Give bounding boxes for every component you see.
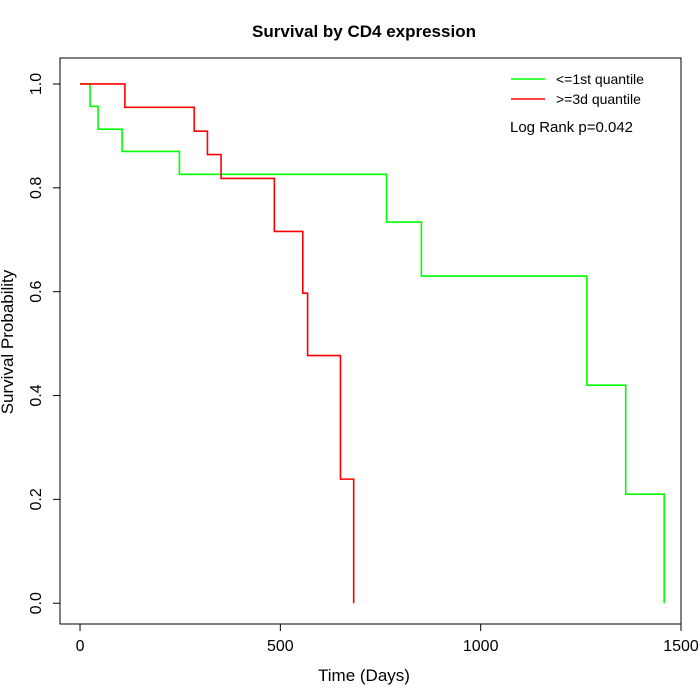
y-tick-label: 0.0 bbox=[28, 592, 45, 614]
series-line-1 bbox=[80, 83, 665, 604]
legend-entry: <=1st quantile bbox=[556, 71, 644, 87]
x-tick-label: 0 bbox=[76, 638, 85, 655]
x-axis-label: Time (Days) bbox=[318, 666, 410, 685]
x-tick-label: 500 bbox=[267, 638, 294, 655]
legend-entry: >=3d quantile bbox=[556, 91, 641, 107]
plot-frame bbox=[59, 57, 682, 625]
x-tick-label: 1000 bbox=[463, 638, 499, 655]
log-rank-annotation: Log Rank p=0.042 bbox=[510, 119, 633, 136]
y-tick-label: 0.2 bbox=[28, 488, 45, 510]
series-layer bbox=[80, 83, 665, 604]
y-axis: 0.0 0.2 0.4 0.6 0.8 1.0 bbox=[28, 73, 60, 614]
y-tick-label: 0.8 bbox=[28, 177, 45, 199]
y-axis-label: Survival Probability bbox=[0, 269, 17, 414]
y-tick-label: 0.6 bbox=[28, 280, 45, 302]
legend: <=1st quantile >=3d quantile bbox=[511, 71, 644, 107]
chart-title: Survival by CD4 expression bbox=[252, 22, 476, 41]
y-tick-label: 0.4 bbox=[28, 384, 45, 406]
y-tick-label: 1.0 bbox=[28, 73, 45, 95]
x-tick-label: 1500 bbox=[663, 638, 699, 655]
series-line-2 bbox=[80, 83, 355, 604]
x-axis: 0 500 1000 1500 bbox=[76, 624, 699, 655]
